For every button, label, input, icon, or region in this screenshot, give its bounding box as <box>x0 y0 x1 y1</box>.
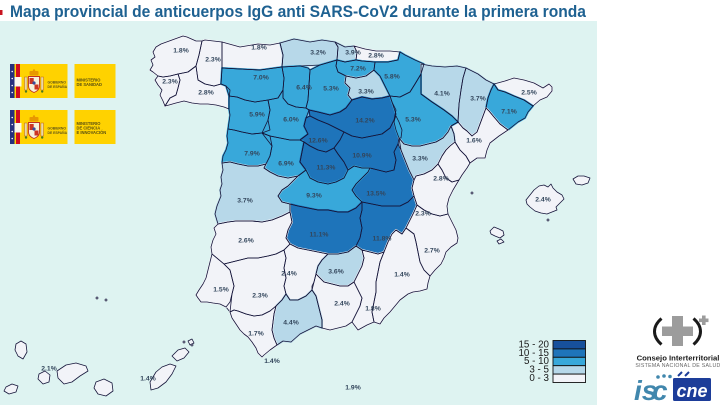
svg-text:1.4%: 1.4% <box>264 358 280 365</box>
svg-text:2.3%: 2.3% <box>205 57 221 64</box>
svg-text:2.3%: 2.3% <box>252 293 268 300</box>
svg-text:2.4%: 2.4% <box>334 301 350 308</box>
svg-text:is: is <box>634 375 657 405</box>
svg-text:GOBIERNO: GOBIERNO <box>48 127 67 131</box>
svg-text:10 - 15: 10 - 15 <box>518 348 549 359</box>
svg-text:3.7%: 3.7% <box>470 96 486 103</box>
svg-text:12.6%: 12.6% <box>308 138 327 145</box>
svg-text:2.4%: 2.4% <box>281 271 297 278</box>
svg-text:DE SANIDAD: DE SANIDAD <box>77 82 103 87</box>
svg-text:E INNOVACIÓN: E INNOVACIÓN <box>77 130 107 135</box>
svg-text:1.5%: 1.5% <box>213 287 229 294</box>
svg-text:3 - 5: 3 - 5 <box>529 365 549 376</box>
svg-text:DE ESPAÑA: DE ESPAÑA <box>48 84 68 89</box>
svg-text:6.9%: 6.9% <box>278 161 294 168</box>
svg-text:1.9%: 1.9% <box>345 385 361 392</box>
svg-text:3.3%: 3.3% <box>412 156 428 163</box>
svg-text:7.1%: 7.1% <box>501 109 517 116</box>
svg-text:5.3%: 5.3% <box>405 117 421 124</box>
svg-text:0 - 3: 0 - 3 <box>529 373 549 384</box>
svg-text:5.9%: 5.9% <box>249 112 265 119</box>
svg-text:7.2%: 7.2% <box>350 66 366 73</box>
svg-text:5 - 10: 5 - 10 <box>524 356 550 367</box>
svg-text:2.4%: 2.4% <box>535 197 551 204</box>
svg-text:14.2%: 14.2% <box>355 118 374 125</box>
svg-text:3.9%: 3.9% <box>345 50 361 57</box>
svg-text:11.1%: 11.1% <box>310 232 329 239</box>
svg-text:MINISTERIO: MINISTERIO <box>77 77 102 82</box>
svg-text:4.1%: 4.1% <box>434 91 450 98</box>
svg-text:Consejo Interterritorial: Consejo Interterritorial <box>637 354 720 363</box>
svg-text:DE CIENCIA: DE CIENCIA <box>77 126 101 131</box>
svg-text:2.6%: 2.6% <box>238 238 254 245</box>
svg-text:MINISTERIO: MINISTERIO <box>77 121 102 126</box>
svg-text:2.3%: 2.3% <box>162 79 178 86</box>
svg-text:6.0%: 6.0% <box>283 117 299 124</box>
svg-text:2.8%: 2.8% <box>433 176 449 183</box>
svg-text:3.7%: 3.7% <box>237 198 253 205</box>
svg-text:c: c <box>652 375 668 405</box>
svg-text:1.8%: 1.8% <box>173 48 189 55</box>
svg-text:1.4%: 1.4% <box>140 376 156 383</box>
svg-text:3.6%: 3.6% <box>328 269 344 276</box>
svg-text:2.8%: 2.8% <box>368 53 384 60</box>
svg-text:2.7%: 2.7% <box>424 248 440 255</box>
svg-text:10.9%: 10.9% <box>352 153 371 160</box>
svg-text:3.3%: 3.3% <box>358 89 374 96</box>
svg-text:1.8%: 1.8% <box>251 45 267 52</box>
svg-text:7.0%: 7.0% <box>253 75 269 82</box>
svg-text:13.5%: 13.5% <box>366 191 385 198</box>
svg-text:2.5%: 2.5% <box>521 90 537 97</box>
svg-text:1.6%: 1.6% <box>466 138 482 145</box>
svg-text:6.4%: 6.4% <box>296 85 312 92</box>
svg-text:4.4%: 4.4% <box>283 320 299 327</box>
svg-text:2.3%: 2.3% <box>415 211 431 218</box>
svg-text:GOBIERNO: GOBIERNO <box>48 81 67 85</box>
svg-text:1.4%: 1.4% <box>394 272 410 279</box>
svg-text:1.7%: 1.7% <box>248 331 264 338</box>
svg-text:cne: cne <box>676 381 707 401</box>
svg-text:9.3%: 9.3% <box>306 193 322 200</box>
svg-text:Mapa provincial de anticuerpos: Mapa provincial de anticuerpos IgG anti … <box>10 3 587 22</box>
svg-text:1.8%: 1.8% <box>365 306 381 313</box>
svg-text:11.3%: 11.3% <box>317 165 336 172</box>
svg-text:5.3%: 5.3% <box>323 86 339 93</box>
svg-text:2.8%: 2.8% <box>198 90 214 97</box>
svg-text:11.8%: 11.8% <box>373 236 392 243</box>
svg-text:DE ESPAÑA: DE ESPAÑA <box>48 130 68 135</box>
svg-text:7.9%: 7.9% <box>244 151 260 158</box>
svg-text:5.8%: 5.8% <box>384 74 400 81</box>
svg-text:3.2%: 3.2% <box>310 50 326 57</box>
svg-text:2.1%: 2.1% <box>41 366 57 373</box>
svg-text:15 - 20: 15 - 20 <box>518 339 549 350</box>
svg-text:SISTEMA NACIONAL DE SALUD: SISTEMA NACIONAL DE SALUD <box>635 363 720 369</box>
